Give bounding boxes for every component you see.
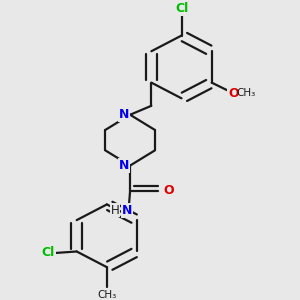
Text: CH₃: CH₃ bbox=[97, 290, 116, 300]
Text: O: O bbox=[228, 87, 238, 100]
Text: Cl: Cl bbox=[175, 2, 188, 15]
Text: CH₃: CH₃ bbox=[237, 88, 256, 98]
Text: H: H bbox=[111, 204, 119, 217]
Text: N: N bbox=[119, 159, 129, 172]
Text: Cl: Cl bbox=[42, 247, 55, 260]
Text: O: O bbox=[163, 184, 174, 197]
Text: N: N bbox=[119, 108, 129, 121]
Text: N: N bbox=[122, 204, 132, 217]
